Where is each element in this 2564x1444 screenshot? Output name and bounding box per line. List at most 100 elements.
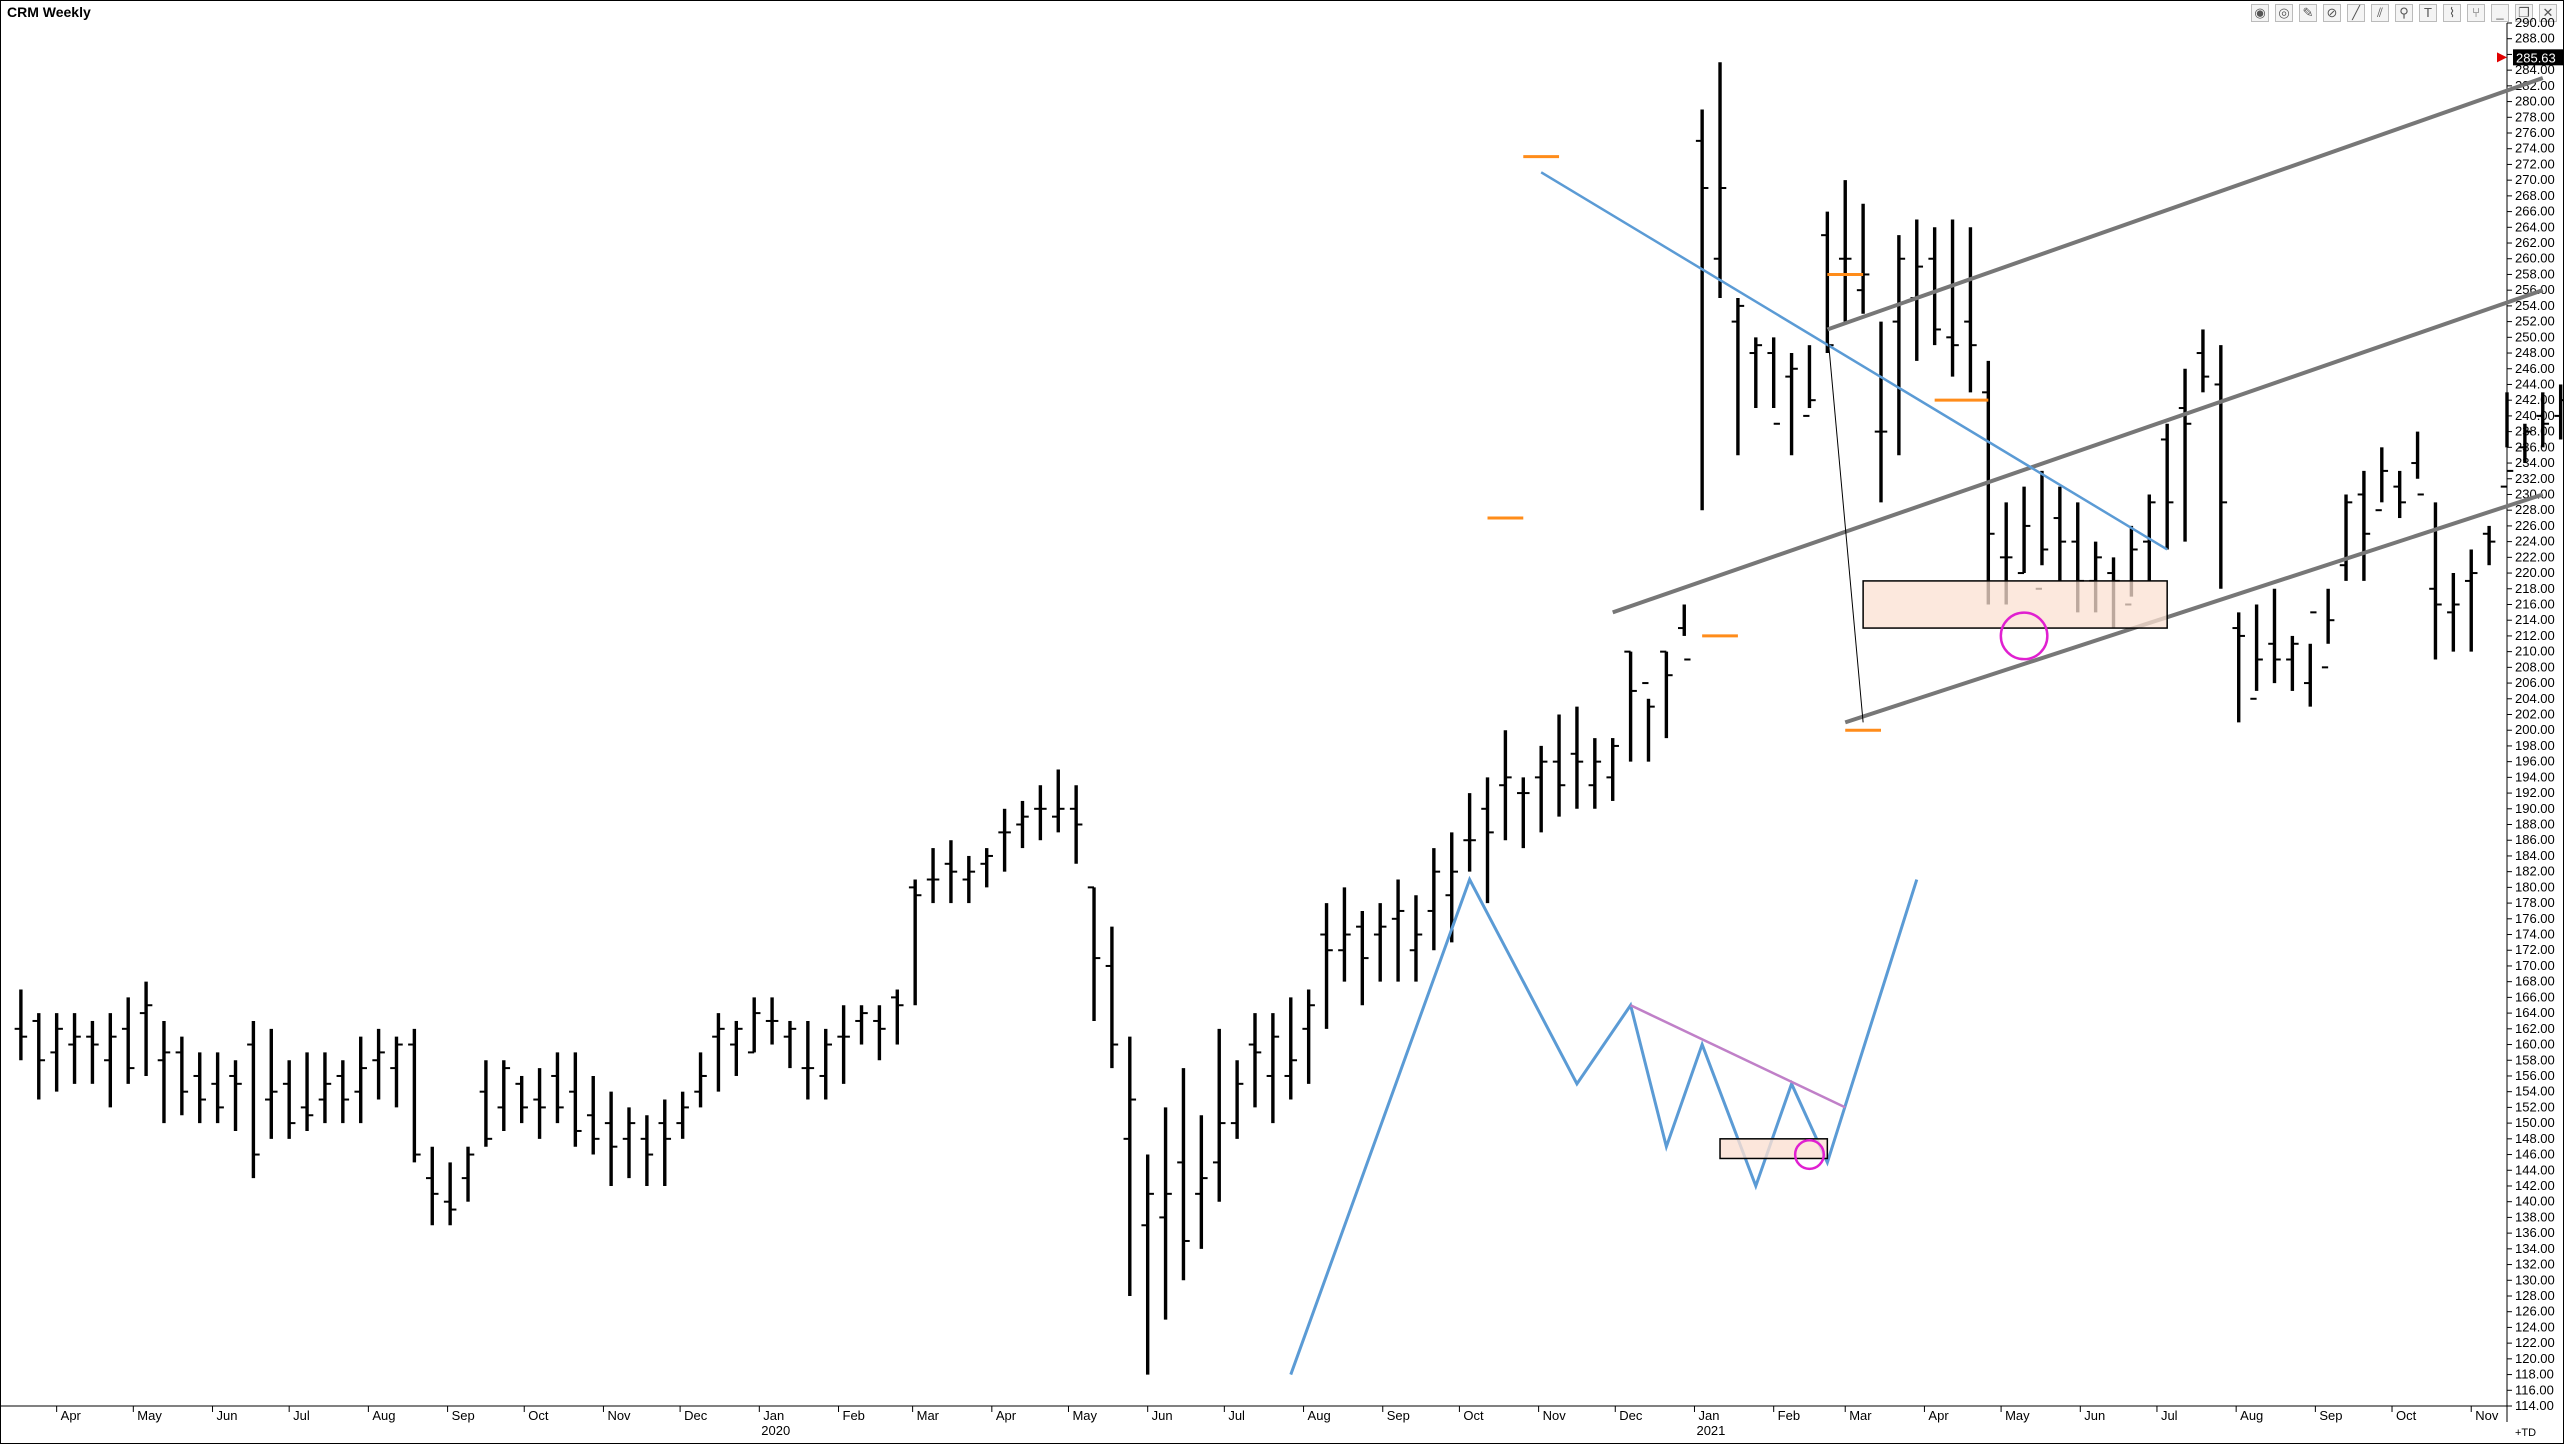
ohlc-bar [265, 1028, 278, 1139]
ohlc-bar [1195, 1115, 1208, 1249]
y-tick-label: 120.00 [2515, 1351, 2555, 1366]
y-tick-label: 144.00 [2515, 1162, 2555, 1177]
x-tick-label: Jun [2084, 1408, 2105, 1423]
y-tick-label: 256.00 [2515, 282, 2555, 297]
y-tick-label: 150.00 [2515, 1115, 2555, 1130]
last-price-arrow-icon [2497, 52, 2507, 63]
y-tick-label: 158.00 [2515, 1052, 2555, 1067]
text-icon[interactable]: T [2419, 4, 2437, 22]
x-tick-label: Oct [2396, 1408, 2417, 1423]
ohlc-bar [962, 855, 976, 904]
line-icon[interactable]: ╱ [2347, 4, 2365, 22]
ohlc-bar [891, 989, 904, 1045]
ohlc-bar [2214, 345, 2228, 589]
schematic-box [1719, 1138, 1829, 1160]
close-icon[interactable]: ✕ [2539, 4, 2557, 22]
pin-icon[interactable]: ⚲ [2395, 4, 2413, 22]
ohlc-bar [32, 1013, 46, 1100]
ban-icon[interactable]: ⊘ [2323, 4, 2341, 22]
y-tick-label: 250.00 [2515, 329, 2555, 344]
y-tick-label: 198.00 [2515, 738, 2555, 753]
y-tick-label: 152.00 [2515, 1099, 2555, 1114]
restore-icon[interactable]: ❐ [2515, 4, 2533, 22]
y-tick-label: 154.00 [2515, 1084, 2555, 1099]
ohlc-bar [86, 1020, 99, 1084]
ohlc-bar [139, 981, 153, 1076]
ohlc-bar [175, 1036, 189, 1116]
palette-icon[interactable]: ◉ [2251, 4, 2269, 22]
ohlc-bar [1212, 1028, 1226, 1202]
ohlc-bar [157, 1020, 171, 1124]
ohlc-bar [1034, 785, 1047, 841]
ohlc-bar [2500, 392, 2514, 488]
ohlc-bar [1016, 800, 1029, 849]
ohlc-bar [1731, 298, 1745, 456]
ohlc-bar [1534, 745, 1548, 833]
zigzag-icon[interactable]: ⌇ [2443, 4, 2461, 22]
ohlc-bar [1391, 879, 1405, 982]
ohlc-bar [1570, 706, 1584, 809]
y-tick-label: 188.00 [2515, 817, 2555, 832]
td-label: +TD [2515, 1427, 2536, 1439]
x-tick-label: Oct [528, 1408, 549, 1423]
minimize-icon[interactable]: _ [2491, 4, 2509, 22]
ohlc-bar [318, 1052, 332, 1124]
ohlc-bar [14, 989, 28, 1061]
y-tick-label: 130.00 [2515, 1272, 2555, 1287]
y-tick-label: 166.00 [2515, 989, 2555, 1004]
ohlc-bar [2536, 392, 2550, 448]
ohlc-bar [104, 1013, 117, 1108]
ohlc-bar [443, 1162, 457, 1226]
x-tick-label: Nov [1543, 1408, 1567, 1423]
ohlc-bar [801, 1020, 815, 1100]
ohlc-bar [908, 879, 922, 1006]
y-tick-label: 234.00 [2515, 455, 2555, 470]
drop-line [1826, 329, 1864, 723]
ohlc-bar [354, 1036, 367, 1124]
y-tick-label: 118.00 [2515, 1367, 2554, 1382]
ohlc-bar [1642, 682, 1655, 762]
y-tick-label: 246.00 [2515, 361, 2555, 376]
parallel-icon[interactable]: ⫽ [2371, 4, 2389, 22]
y-tick-label: 182.00 [2515, 864, 2555, 879]
y-tick-label: 132.00 [2515, 1257, 2555, 1272]
x-tick-label: Jul [2161, 1408, 2178, 1423]
ohlc-bar [1069, 785, 1083, 864]
y-tick-label: 230.00 [2515, 486, 2555, 501]
y-tick-label: 190.00 [2515, 801, 2555, 816]
ohlc-bar [1302, 989, 1315, 1084]
ohlc-bar [1856, 203, 1870, 314]
y-tick-label: 136.00 [2515, 1225, 2555, 1240]
ohlc-bar [1338, 887, 1351, 982]
drawing-toolbar: ◉ ◎ ✎ ⊘ ╱ ⫽ ⚲ T ⌇ ⑂ _ ❐ ✕ [2251, 4, 2557, 22]
fork-icon[interactable]: ⑂ [2467, 4, 2485, 22]
ohlc-bar [1051, 769, 1065, 833]
y-tick-label: 164.00 [2515, 1005, 2555, 1020]
y-tick-label: 216.00 [2515, 596, 2555, 611]
ohlc-bar [1141, 1154, 1154, 1375]
ohlc-bar [68, 1013, 81, 1084]
ohlc-bar [1785, 353, 1798, 456]
ohlc-bar [1946, 219, 1959, 377]
ohlc-bar [1177, 1068, 1190, 1281]
x-tick-label: Jul [293, 1408, 310, 1423]
y-tick-label: 260.00 [2515, 251, 2555, 266]
ohlc-bar [765, 997, 779, 1045]
y-tick-label: 174.00 [2515, 927, 2555, 942]
x-tick-label: Jan [1698, 1408, 1719, 1423]
ohlc-bar [1892, 235, 1906, 456]
y-tick-label: 262.00 [2515, 235, 2555, 250]
compass-icon[interactable]: ◎ [2275, 4, 2293, 22]
y-tick-label: 208.00 [2515, 659, 2555, 674]
ohlc-bar [2357, 470, 2371, 581]
ohlc-bar [622, 1107, 636, 1179]
pencil-icon[interactable]: ✎ [2299, 4, 2317, 22]
ohlc-bar [2035, 470, 2049, 590]
x-tick-label: Apr [61, 1408, 82, 1423]
ohlc-bar [1266, 1013, 1280, 1124]
ohlc-bar [121, 997, 135, 1084]
y-tick-label: 170.00 [2515, 958, 2555, 973]
x-tick-label: Jun [217, 1408, 238, 1423]
y-tick-label: 196.00 [2515, 754, 2555, 769]
